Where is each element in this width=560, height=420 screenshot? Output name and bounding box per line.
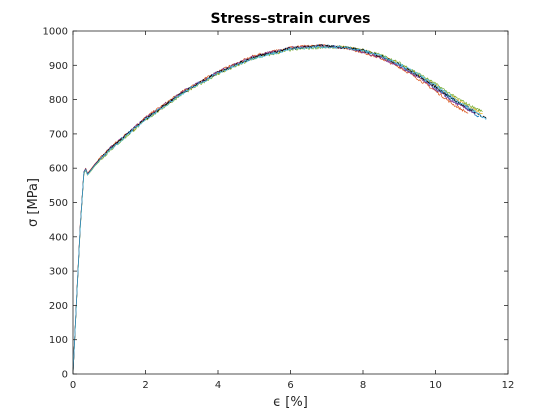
y-tick-label: 300	[49, 267, 68, 278]
y-tick-label: 0	[62, 370, 68, 381]
y-tick-label: 100	[49, 335, 68, 346]
y-tick-label: 600	[49, 164, 68, 175]
y-tick-label: 400	[49, 232, 68, 243]
x-tick-label: 4	[215, 380, 221, 391]
x-tick-label: 10	[429, 380, 442, 391]
x-tick-label: 12	[502, 380, 515, 391]
y-tick-label: 500	[49, 198, 68, 209]
series-layer	[72, 43, 487, 375]
y-tick-label: 900	[49, 61, 68, 72]
y-tick-label: 800	[49, 95, 68, 106]
y-axis-label: σ [MPa]	[26, 178, 41, 227]
x-tick-label: 2	[142, 380, 148, 391]
series-line-7	[72, 45, 487, 375]
plot-area	[73, 31, 508, 374]
x-tick-label: 0	[70, 380, 76, 391]
x-axis-label: ϵ [%]	[273, 395, 308, 410]
x-tick-label: 6	[287, 380, 293, 391]
series-line-6	[72, 44, 487, 375]
chart-title: Stress–strain curves	[211, 11, 371, 27]
ticks-layer: 0 2 4 6 8 10 12 0 100 200 300 400 500 600 700 800 900 100…	[43, 27, 515, 392]
y-tick-label: 700	[49, 129, 68, 140]
x-tick-label: 8	[360, 380, 366, 391]
y-tick-label: 1000	[43, 27, 68, 38]
y-tick-label: 200	[49, 301, 68, 312]
